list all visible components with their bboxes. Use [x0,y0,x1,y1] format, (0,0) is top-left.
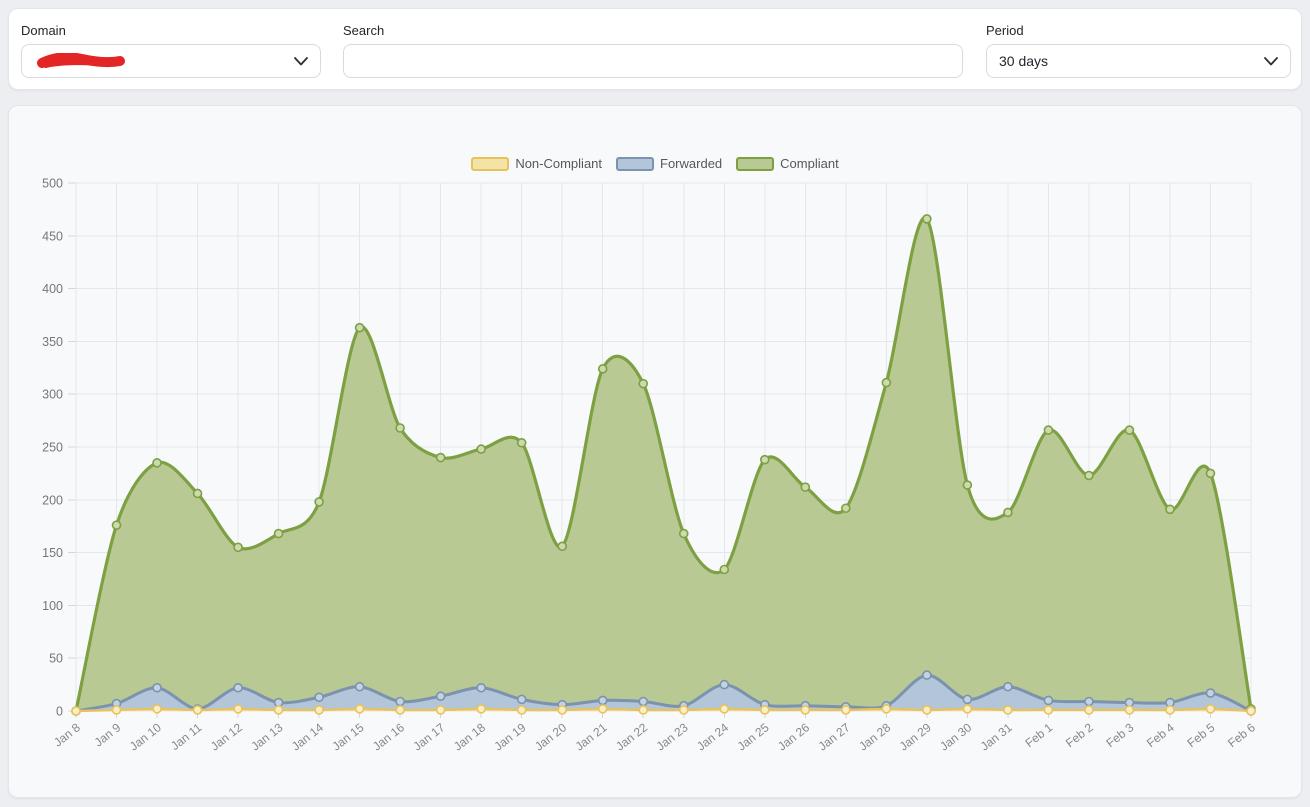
svg-text:Feb 2: Feb 2 [1063,720,1096,750]
legend-item-compliant[interactable]: Compliant [736,156,839,171]
svg-text:Jan 17: Jan 17 [410,720,447,753]
domain-field-group: Domain [21,23,321,78]
search-label: Search [343,23,385,38]
legend-item-non-compliant[interactable]: Non-Compliant [471,156,602,171]
svg-text:Jan 12: Jan 12 [208,720,245,753]
chart-legend: Non-Compliant Forwarded Compliant [9,156,1301,171]
svg-text:Jan 19: Jan 19 [492,720,529,753]
compliance-chart-card: Non-Compliant Forwarded Compliant 0 50 100 15… [8,105,1302,798]
svg-text:Jan 11: Jan 11 [168,720,205,753]
legend-item-forwarded[interactable]: Forwarded [616,156,722,171]
svg-text:Jan 10: Jan 10 [127,720,164,753]
svg-text:350: 350 [42,335,63,349]
svg-text:Jan 16: Jan 16 [370,720,407,753]
svg-text:100: 100 [42,599,63,613]
svg-text:Jan 13: Jan 13 [248,720,285,753]
period-label: Period [986,23,1024,38]
period-select[interactable]: 30 days [986,44,1291,78]
svg-text:0: 0 [56,705,63,719]
svg-text:Jan 15: Jan 15 [329,720,366,753]
chevron-down-icon [1264,56,1278,65]
legend-swatch [736,156,775,171]
compliance-area-chart[interactable]: 0 50 100 150 200 250 300 350 400 450 500 Jan 8 Jan 9… [9,106,1303,799]
svg-text:Jan 8: Jan 8 [51,720,83,749]
svg-text:Jan 26: Jan 26 [775,720,812,753]
svg-text:Jan 14: Jan 14 [289,720,326,753]
svg-text:Jan 23: Jan 23 [654,720,691,753]
legend-swatch [471,156,510,171]
legend-label: Non-Compliant [515,156,603,171]
svg-text:Feb 5: Feb 5 [1185,720,1218,750]
svg-text:Feb 6: Feb 6 [1225,720,1258,750]
svg-text:Jan 9: Jan 9 [92,720,124,749]
svg-text:Jan 29: Jan 29 [897,720,934,753]
domain-value-redaction-scribble [37,53,125,68]
legend-label: Compliant [780,156,839,171]
svg-text:Feb 4: Feb 4 [1144,720,1177,750]
domain-select[interactable] [21,44,321,78]
svg-text:Jan 31: Jan 31 [978,720,1015,753]
search-field-group: Search [343,23,963,78]
svg-text:Feb 1: Feb 1 [1022,720,1055,750]
search-input[interactable] [343,44,963,78]
svg-text:200: 200 [42,493,63,507]
svg-text:50: 50 [49,652,63,666]
svg-text:Jan 20: Jan 20 [532,720,569,753]
filter-bar: Domain Search Period 30 days [8,8,1302,90]
svg-text:Jan 30: Jan 30 [937,720,974,753]
svg-text:150: 150 [42,546,63,560]
svg-text:250: 250 [42,441,63,455]
svg-text:Jan 18: Jan 18 [451,720,488,753]
svg-text:400: 400 [42,282,63,296]
chevron-down-icon [294,56,308,65]
svg-text:450: 450 [42,229,63,243]
legend-swatch [616,156,655,171]
svg-text:Jan 21: Jan 21 [573,720,610,753]
svg-text:Feb 3: Feb 3 [1103,720,1136,750]
svg-text:Jan 27: Jan 27 [816,720,853,753]
period-selected-value: 30 days [999,53,1049,69]
svg-text:Jan 24: Jan 24 [694,720,731,753]
svg-text:Jan 25: Jan 25 [735,720,772,753]
legend-label: Forwarded [660,156,723,171]
period-field-group: Period 30 days [986,23,1291,78]
svg-text:500: 500 [42,177,63,191]
svg-text:300: 300 [42,388,63,402]
svg-text:Jan 28: Jan 28 [856,720,893,753]
svg-text:Jan 22: Jan 22 [613,720,650,753]
domain-label: Domain [21,23,66,38]
